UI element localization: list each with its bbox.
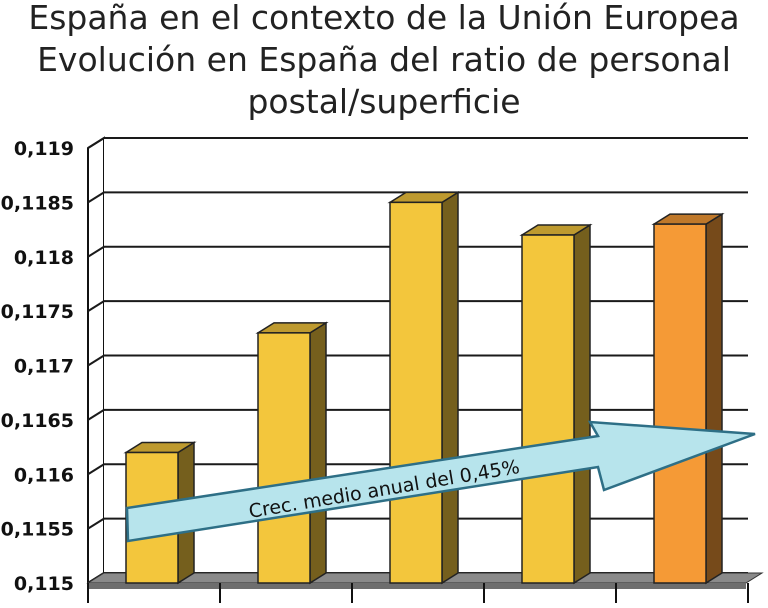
floor-edge xyxy=(88,583,746,589)
bar-side xyxy=(441,191,459,585)
y-axis: 0,115 0,1155 0,116 0,1165 0,117 0,1175 0,118 0,… xyxy=(1,138,74,595)
gridline-side xyxy=(87,245,105,258)
y-tick-label: 0,118 xyxy=(14,247,74,269)
chart-title: España en el contexto de la Unión Europe… xyxy=(28,0,739,121)
y-tick-label: 0,1175 xyxy=(1,301,74,323)
y-tick-label: 0,1185 xyxy=(1,192,74,214)
bars xyxy=(123,191,725,585)
bar xyxy=(387,191,461,585)
gridline-side xyxy=(87,463,105,476)
title-line-2: Evolución en España del ratio de persona… xyxy=(37,40,731,79)
y-tick-label: 0,119 xyxy=(14,138,74,160)
gridline-side xyxy=(87,300,105,312)
growth-arrow-shape xyxy=(125,420,756,543)
y-tick-label: 0,1165 xyxy=(1,410,74,432)
gridline-side xyxy=(87,354,105,367)
y-tick-label: 0,115 xyxy=(14,573,74,595)
bar xyxy=(255,321,329,585)
gridline-side xyxy=(87,191,105,204)
gridline-side xyxy=(87,517,105,530)
bar-front xyxy=(389,201,443,584)
y-tick-label: 0,1155 xyxy=(1,519,74,541)
bar-side xyxy=(705,212,723,585)
bar-front xyxy=(653,223,707,584)
y-tick-label: 0,117 xyxy=(14,356,74,378)
bar-side xyxy=(309,321,327,585)
gridline-side xyxy=(87,137,105,149)
bar-front xyxy=(257,332,311,584)
bar xyxy=(651,212,725,585)
bar-front xyxy=(521,234,575,584)
title-line-3: postal/superficie xyxy=(247,82,520,121)
title-line-1: España en el contexto de la Unión Europe… xyxy=(28,0,739,37)
bar xyxy=(519,223,593,585)
bar-side xyxy=(573,223,591,585)
y-tick-label: 0,116 xyxy=(14,464,74,486)
gridline-side xyxy=(87,409,105,421)
